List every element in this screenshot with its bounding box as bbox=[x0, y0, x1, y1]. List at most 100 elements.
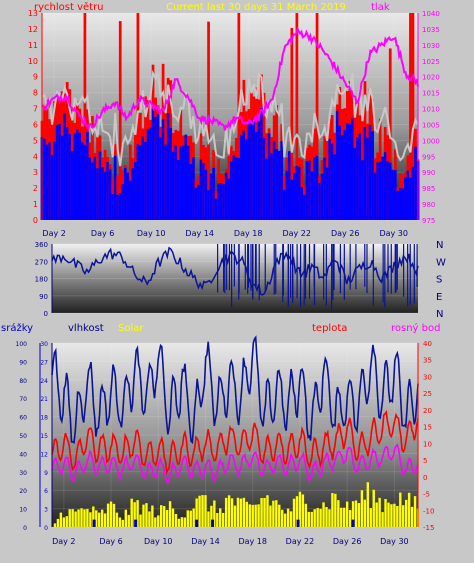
wind-avg-bar bbox=[48, 142, 51, 220]
wind-avg-bar bbox=[358, 133, 362, 220]
rain-bar bbox=[351, 519, 355, 527]
wind-avg-bar bbox=[330, 143, 334, 220]
solar-bar bbox=[404, 499, 408, 527]
rain-bar bbox=[92, 519, 96, 527]
solar-bar bbox=[53, 523, 57, 527]
wind-tick-label: 5 bbox=[33, 136, 38, 145]
solar-bar bbox=[59, 512, 63, 527]
temperature-ticks: -15 -10 -5 0 5 10 15 20 25 30 35 40 bbox=[423, 340, 434, 532]
wind-avg-bar bbox=[179, 146, 183, 220]
solar-bar bbox=[109, 501, 113, 527]
pressure-tick-label: 1005 bbox=[422, 121, 440, 129]
x-tick-label: Day 2 bbox=[42, 229, 65, 238]
temperature-tick-label: 20 bbox=[423, 407, 432, 415]
wind-avg-bar bbox=[282, 190, 286, 220]
solar-bar bbox=[236, 497, 240, 527]
direction-tick-label: 180 bbox=[35, 276, 48, 284]
solar-bar bbox=[337, 500, 340, 527]
wind-tick-label: 2 bbox=[33, 184, 38, 193]
wind-avg-bar bbox=[70, 151, 74, 220]
wind-avg-bar bbox=[136, 144, 140, 220]
solar-bar bbox=[242, 497, 246, 527]
humidity-tick-label: 20 bbox=[19, 488, 27, 495]
wind-avg-bar bbox=[50, 155, 54, 220]
solar-bar bbox=[195, 498, 198, 527]
solar-bar bbox=[345, 501, 349, 527]
wind-avg-bar bbox=[217, 183, 220, 220]
pressure-tick-label: 1015 bbox=[422, 90, 440, 98]
wind-avg-bar bbox=[234, 157, 238, 220]
solar-bar bbox=[399, 492, 402, 527]
x-tick-label: Day 6 bbox=[99, 537, 122, 546]
rain-tick-label: 18 bbox=[40, 415, 48, 422]
wind-avg-bar bbox=[156, 114, 160, 220]
rain-bar bbox=[134, 519, 138, 527]
solar-bar bbox=[343, 507, 346, 527]
wind-avg-bar bbox=[383, 152, 387, 220]
wind-avg-bar bbox=[381, 156, 385, 220]
humidity-label: vlhkost bbox=[68, 323, 104, 334]
wind-avg-bar bbox=[164, 144, 168, 220]
solar-bar bbox=[227, 495, 231, 527]
humidity-tick-label: 70 bbox=[19, 396, 27, 403]
solar-bar bbox=[56, 518, 60, 527]
x-tick-label: Day 18 bbox=[234, 229, 263, 238]
solar-bar bbox=[224, 497, 228, 527]
wind-avg-bar bbox=[219, 182, 223, 220]
direction-tick-label: 360 bbox=[35, 241, 48, 249]
wind-avg-bar bbox=[237, 157, 241, 220]
wind-avg-bar bbox=[126, 172, 130, 220]
solar-bar bbox=[157, 515, 160, 527]
x-tick-label: Day 10 bbox=[144, 537, 173, 546]
solar-bar bbox=[384, 498, 387, 527]
solar-bar bbox=[83, 509, 86, 527]
wind-avg-bar bbox=[290, 179, 294, 220]
solar-bar bbox=[295, 496, 299, 527]
wind-avg-bar bbox=[414, 146, 417, 220]
wind-tick-label: 13 bbox=[28, 9, 38, 18]
solar-bar bbox=[310, 511, 313, 527]
solar-bar bbox=[80, 508, 83, 527]
compass-label: E bbox=[436, 292, 442, 303]
wind-avg-bar bbox=[93, 156, 97, 220]
wind-avg-bar bbox=[194, 187, 198, 220]
solar-bar bbox=[407, 492, 411, 527]
wind-avg-bar bbox=[356, 137, 359, 220]
solar-bar bbox=[328, 509, 331, 527]
humidity-tick-label: 40 bbox=[19, 451, 27, 458]
rain-tick-label: 6 bbox=[44, 488, 48, 495]
solar-bar bbox=[286, 508, 290, 527]
solar-bar bbox=[71, 509, 74, 527]
wind-tick-label: 0 bbox=[33, 216, 38, 225]
x-tick-label: Day 6 bbox=[91, 229, 114, 238]
pressure-tick-label: 990 bbox=[422, 169, 435, 177]
solar-bar bbox=[313, 509, 316, 527]
wind-avg-bar bbox=[260, 108, 263, 220]
chart-title: Current last 30 days 31 March 2019 bbox=[166, 2, 346, 13]
wind-avg-bar bbox=[371, 131, 374, 220]
solar-bar bbox=[186, 510, 189, 527]
pressure-tick-label: 1025 bbox=[422, 58, 440, 66]
solar-bar bbox=[348, 510, 352, 527]
wind-avg-bar bbox=[128, 180, 132, 220]
pressure-tick-label: 1030 bbox=[422, 42, 440, 50]
solar-bar bbox=[354, 500, 358, 527]
solar-bar bbox=[118, 517, 122, 527]
wind-avg-bar bbox=[149, 127, 152, 220]
solar-bar bbox=[92, 506, 95, 527]
rain-tick-label: 15 bbox=[40, 433, 48, 440]
wind-avg-bar bbox=[318, 182, 321, 220]
wind-avg-bar bbox=[272, 140, 276, 220]
wind-avg-bar bbox=[265, 158, 268, 220]
pressure-right-ticks: 975 980 985 990 995 1000 1005 1010 1015 1020 1025 1… bbox=[422, 10, 440, 225]
x-tick-label: Day 14 bbox=[191, 537, 220, 546]
wind-avg-bar bbox=[376, 162, 379, 220]
temperature-label: teplota bbox=[312, 323, 347, 334]
wind-avg-bar bbox=[192, 157, 195, 220]
rain-tick-label: 9 bbox=[44, 470, 48, 477]
wind-avg-bar bbox=[368, 125, 372, 220]
solar-bar bbox=[124, 509, 127, 527]
pressure-tick-label: 980 bbox=[422, 201, 435, 209]
wind-avg-bar bbox=[406, 170, 410, 220]
